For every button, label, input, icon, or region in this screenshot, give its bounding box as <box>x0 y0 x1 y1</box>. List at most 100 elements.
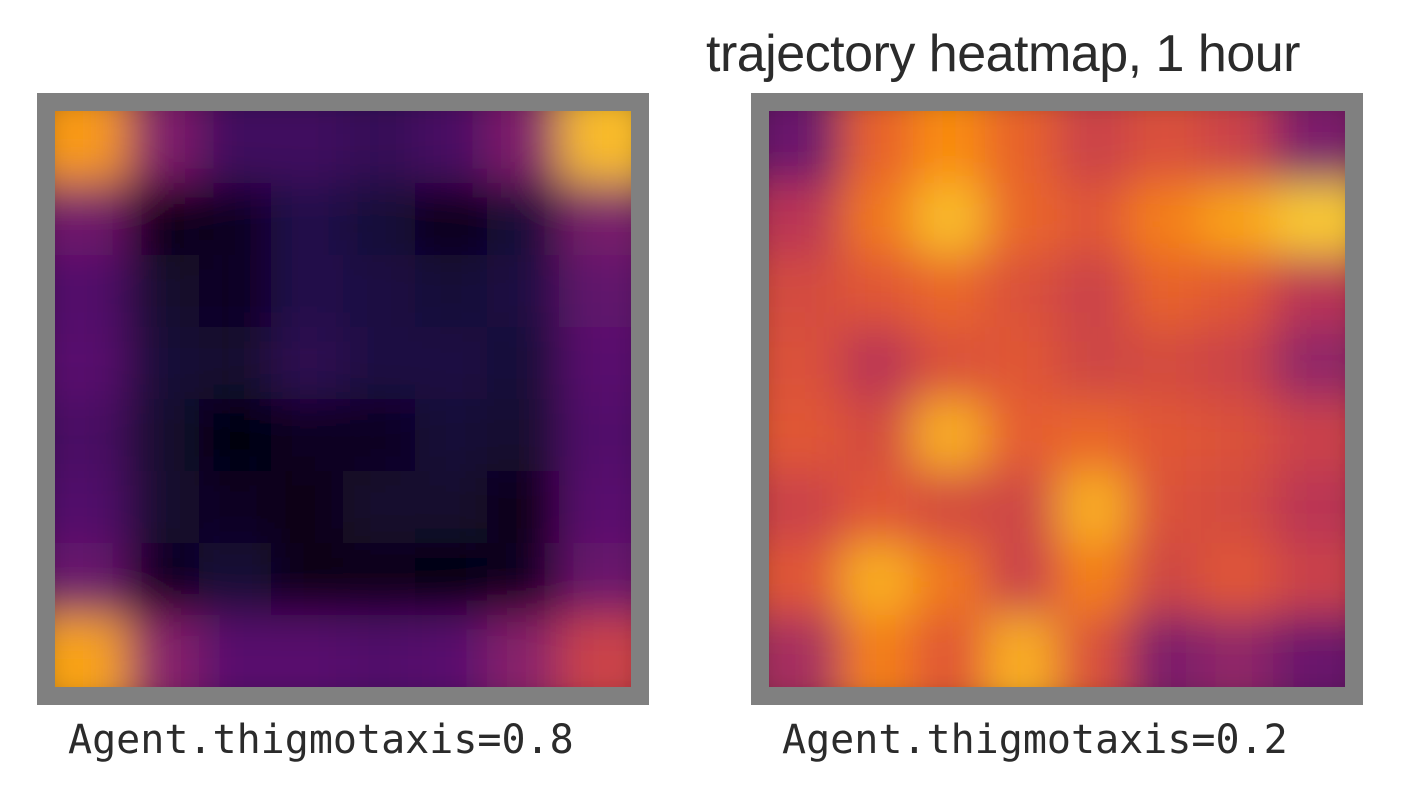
heatmap-cell-r5-c2 <box>913 471 986 544</box>
heatmap-cell-r2-c5 <box>415 255 488 328</box>
heatmap-cell-r5-c4 <box>343 471 416 544</box>
heatmap-cell-r1-c5 <box>415 183 488 256</box>
heatmap-label-left: Agent.thigmotaxis=0.8 <box>68 717 574 763</box>
heatmap-cell-r4-c5 <box>1129 399 1202 472</box>
heatmap-cell-r4-c2 <box>913 399 986 472</box>
heatmap-cell-r4-c7 <box>1273 399 1345 472</box>
heatmap-cell-r5-c2 <box>199 471 272 544</box>
heatmap-cell-r3-c0 <box>55 327 128 400</box>
heatmap-cell-r4-c1 <box>841 399 914 472</box>
heatmap-cell-r5-c3 <box>271 471 344 544</box>
heatmap-cell-r5-c1 <box>127 471 200 544</box>
heatmap-cell-r2-c7 <box>1273 255 1345 328</box>
heatmap-cell-r2-c0 <box>55 255 128 328</box>
heatmap-cell-r2-c7 <box>559 255 631 328</box>
heatmap-cell-r5-c0 <box>55 471 128 544</box>
heatmap-cell-r2-c3 <box>985 255 1058 328</box>
heatmap-cell-r6-c0 <box>769 543 842 616</box>
heatmap-cell-r7-c0 <box>55 615 128 687</box>
heatmap-cell-r2-c2 <box>913 255 986 328</box>
heatmap-cell-r6-c5 <box>415 543 488 616</box>
heatmap-cell-r4-c3 <box>271 399 344 472</box>
heatmap-cell-r0-c4 <box>1057 111 1130 184</box>
heatmap-cell-r6-c3 <box>271 543 344 616</box>
heatmap-right <box>769 111 1345 687</box>
heatmap-cell-r3-c5 <box>1129 327 1202 400</box>
heatmap-cell-r5-c7 <box>1273 471 1345 544</box>
heatmap-cell-r6-c7 <box>559 543 631 616</box>
heatmap-cell-r2-c2 <box>199 255 272 328</box>
chart-title: trajectory heatmap, 1 hour <box>706 25 1301 83</box>
heatmap-cell-r7-c1 <box>841 615 914 687</box>
heatmap-cell-r5-c6 <box>487 471 560 544</box>
heatmap-cell-r4-c4 <box>343 399 416 472</box>
heatmap-cell-r0-c3 <box>271 111 344 184</box>
heatmap-cell-r7-c6 <box>1201 615 1274 687</box>
heatmap-cell-r4-c7 <box>559 399 631 472</box>
heatmap-cell-r3-c6 <box>1201 327 1274 400</box>
heatmap-panel-left <box>37 93 649 705</box>
heatmap-cell-r5-c0 <box>769 471 842 544</box>
heatmap-cell-r0-c0 <box>55 111 128 184</box>
heatmap-cell-r6-c4 <box>1057 543 1130 616</box>
heatmap-cell-r2-c1 <box>127 255 200 328</box>
heatmap-cell-r0-c6 <box>487 111 560 184</box>
heatmap-cell-r6-c4 <box>343 543 416 616</box>
heatmap-cell-r6-c2 <box>199 543 272 616</box>
heatmap-cell-r1-c3 <box>985 183 1058 256</box>
heatmap-panel-right <box>751 93 1363 705</box>
heatmap-label-right: Agent.thigmotaxis=0.2 <box>782 717 1288 763</box>
heatmap-cell-r2-c3 <box>271 255 344 328</box>
heatmap-cell-r3-c2 <box>913 327 986 400</box>
heatmap-cell-r4-c4 <box>1057 399 1130 472</box>
heatmap-cell-r0-c5 <box>415 111 488 184</box>
heatmap-cell-r1-c1 <box>841 183 914 256</box>
heatmap-cell-r3-c4 <box>1057 327 1130 400</box>
heatmap-cells <box>769 111 1345 687</box>
heatmap-cell-r3-c6 <box>487 327 560 400</box>
heatmap-cell-r1-c6 <box>487 183 560 256</box>
heatmap-cell-r5-c7 <box>559 471 631 544</box>
heatmap-cell-r7-c4 <box>1057 615 1130 687</box>
heatmap-cell-r3-c2 <box>199 327 272 400</box>
heatmap-cell-r5-c4 <box>1057 471 1130 544</box>
heatmap-left <box>55 111 631 687</box>
heatmap-cell-r6-c5 <box>1129 543 1202 616</box>
heatmap-cells <box>55 111 631 687</box>
heatmap-cell-r2-c6 <box>1201 255 1274 328</box>
heatmap-cell-r6-c0 <box>55 543 128 616</box>
heatmap-cell-r0-c3 <box>985 111 1058 184</box>
heatmap-cell-r5-c6 <box>1201 471 1274 544</box>
heatmap-cell-r1-c3 <box>271 183 344 256</box>
heatmap-cell-r1-c4 <box>343 183 416 256</box>
heatmap-cell-r0-c4 <box>343 111 416 184</box>
heatmap-cell-r4-c5 <box>415 399 488 472</box>
heatmap-cell-r6-c3 <box>985 543 1058 616</box>
heatmap-cell-r0-c7 <box>1273 111 1345 184</box>
heatmap-cell-r2-c1 <box>841 255 914 328</box>
heatmap-cell-r3-c1 <box>841 327 914 400</box>
heatmap-cell-r1-c4 <box>1057 183 1130 256</box>
heatmap-cell-r1-c7 <box>1273 183 1345 256</box>
heatmap-cell-r6-c1 <box>127 543 200 616</box>
heatmap-cell-r7-c5 <box>1129 615 1202 687</box>
heatmap-cell-r3-c0 <box>769 327 842 400</box>
heatmap-cell-r6-c6 <box>1201 543 1274 616</box>
heatmap-cell-r4-c6 <box>487 399 560 472</box>
heatmap-cell-r6-c6 <box>487 543 560 616</box>
heatmap-cell-r2-c5 <box>1129 255 1202 328</box>
heatmap-cell-r7-c2 <box>199 615 272 687</box>
heatmap-cell-r2-c0 <box>769 255 842 328</box>
heatmap-cell-r1-c0 <box>769 183 842 256</box>
heatmap-cell-r7-c7 <box>559 615 631 687</box>
heatmap-cell-r1-c7 <box>559 183 631 256</box>
heatmap-cell-r5-c5 <box>1129 471 1202 544</box>
heatmap-cell-r0-c2 <box>913 111 986 184</box>
heatmap-cell-r0-c0 <box>769 111 842 184</box>
heatmap-cell-r1-c2 <box>913 183 986 256</box>
heatmap-cell-r3-c3 <box>271 327 344 400</box>
heatmap-cell-r1-c5 <box>1129 183 1202 256</box>
heatmap-cell-r3-c1 <box>127 327 200 400</box>
heatmap-cell-r7-c6 <box>487 615 560 687</box>
heatmap-cell-r3-c5 <box>415 327 488 400</box>
